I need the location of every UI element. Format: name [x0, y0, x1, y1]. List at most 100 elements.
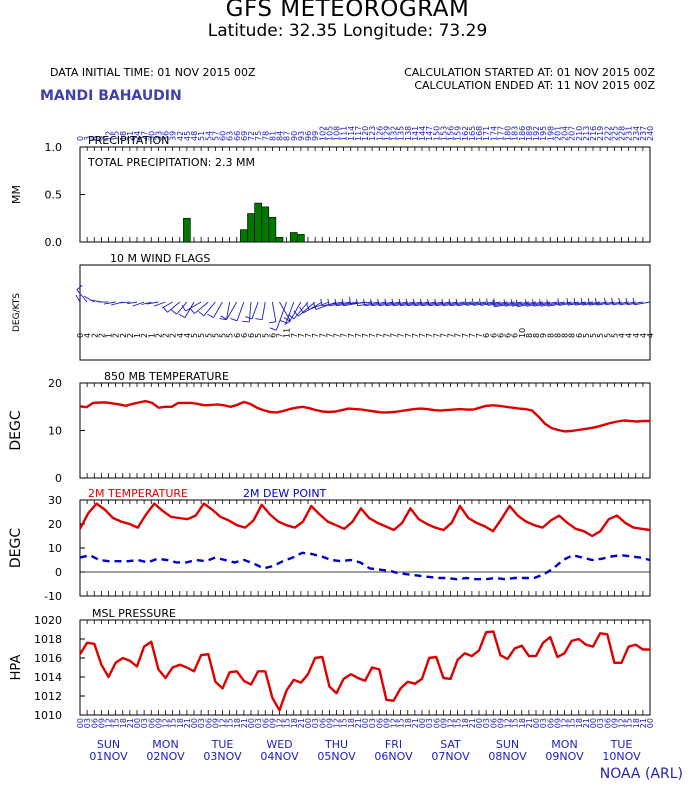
utc-hour-label: 00 — [247, 718, 256, 728]
forecast-hour-label: 198 — [546, 126, 555, 141]
wind-speed-label: 7 — [454, 333, 463, 338]
forecast-hour-label: 141 — [411, 126, 420, 141]
utc-hour-label: 18 — [518, 718, 527, 728]
wind-flag-barb — [219, 318, 227, 321]
day-of-week-label: FRI — [385, 738, 402, 751]
forecast-hour-label: 75 — [254, 131, 263, 141]
wind-flag-barb — [455, 298, 458, 306]
wind-speed-label: 7 — [375, 333, 384, 338]
wind-speed-label: 1 — [105, 333, 114, 338]
utc-hour-label: 12 — [618, 718, 627, 728]
wind-speed-label: 7 — [361, 333, 370, 338]
wind-flag-barb — [370, 298, 373, 306]
wind-speed-label: 7 — [354, 333, 363, 338]
utc-hour-label: 09 — [268, 718, 277, 728]
wind-speed-label: 7 — [390, 333, 399, 338]
wind-speed-label: 8 — [532, 333, 541, 338]
forecast-hour-label: 180 — [504, 126, 513, 141]
date-label: 09NOV — [545, 750, 584, 763]
utc-hour-label: 09 — [496, 718, 505, 728]
wind-flag-staff — [83, 295, 95, 303]
date-label: 05NOV — [317, 750, 356, 763]
wind-speed-label: 7 — [418, 333, 427, 338]
utc-hour-label: 06 — [261, 718, 270, 728]
day-of-week-label: MON — [551, 738, 577, 751]
utc-hour-label: 21 — [468, 718, 477, 728]
wind-speed-label: 5 — [219, 333, 228, 338]
temp2m-ytick-label: 30 — [48, 494, 62, 507]
forecast-hour-label: 9 — [97, 136, 106, 141]
wind-flag-staff — [350, 301, 373, 305]
utc-hour-label: 06 — [546, 718, 555, 728]
forecast-hour-label: 204 — [561, 126, 570, 141]
utc-hour-label: 09 — [154, 718, 163, 728]
wind-flag-staff — [76, 289, 88, 303]
wind-speed-label: 7 — [411, 333, 420, 338]
wind-flag-staff — [533, 301, 558, 307]
utc-hour-label: 00 — [361, 718, 370, 728]
pressure-ytick-label: 1014 — [34, 671, 62, 684]
utc-hour-label: 21 — [525, 718, 534, 728]
temp2m-ytick-label: 0 — [55, 566, 62, 579]
forecast-hour-label: 219 — [596, 126, 605, 141]
forecast-hour-label: 42 — [176, 131, 185, 141]
temp2m-ylabel: DEGC — [8, 528, 24, 568]
wind-flag-barb — [349, 296, 351, 304]
pressure-ytick-label: 1018 — [34, 633, 62, 646]
wind-flag-staff — [184, 301, 195, 318]
wind-speed-label: 5 — [603, 333, 612, 338]
wind-flag-barb — [510, 299, 513, 307]
wind-flag-barb — [604, 297, 607, 305]
forecast-hour-label: 27 — [140, 131, 149, 141]
utc-hour-label: 18 — [461, 718, 470, 728]
forecast-hour-label: 183 — [511, 126, 520, 141]
temp850-line — [79, 399, 650, 433]
utc-hour-label: 06 — [489, 718, 498, 728]
wind-flag-staff — [127, 301, 138, 305]
wind-flag-staff — [364, 301, 387, 307]
wind-flag-barb — [486, 298, 489, 306]
forecast-hour-label: 21 — [126, 131, 135, 141]
precip-bar — [254, 202, 262, 243]
utc-hour-label: 18 — [575, 718, 584, 728]
utc-hour-label: 06 — [603, 718, 612, 728]
wind-speed-label: 7 — [439, 333, 448, 338]
utc-hour-label: 12 — [447, 718, 456, 728]
wind-flag-barb — [220, 315, 227, 320]
wind-speed-label: 6 — [240, 333, 249, 338]
wind-flag-staff — [261, 301, 266, 320]
wind-flag-barb — [76, 284, 83, 291]
wind-flag-barb — [230, 317, 238, 322]
wind-speed-label: 5 — [197, 333, 206, 338]
forecast-hour-label: 171 — [482, 126, 491, 141]
wind-flag-barb — [493, 298, 496, 306]
wind-flag-barb — [305, 302, 310, 310]
date-label: 08NOV — [488, 750, 527, 763]
wind-flag-staff — [457, 301, 480, 307]
wind-speed-label: 6 — [489, 333, 498, 338]
utc-hour-label: 06 — [204, 718, 213, 728]
utc-hour-label: 15 — [568, 718, 577, 728]
wind-speed-label: 7 — [318, 333, 327, 338]
wind-speed-label: 8 — [561, 333, 570, 338]
wind-flag-barb — [405, 298, 408, 306]
forecast-hour-label: 159 — [454, 126, 463, 141]
forecast-hour-label: 189 — [525, 126, 534, 141]
wind-speed-label: 6 — [511, 333, 520, 338]
wind-speed-label: 7 — [368, 333, 377, 338]
day-of-week-label: SUN — [496, 738, 519, 751]
wind-speed-label: 7 — [468, 333, 477, 338]
temp850-ytick-label: 20 — [48, 377, 62, 390]
wind-flag-barb — [178, 313, 186, 318]
wind-flag-staff — [450, 301, 472, 307]
wind-flag-staff — [336, 301, 358, 307]
wind-flag-barb — [524, 299, 528, 307]
utc-hour-label: 00 — [133, 718, 142, 728]
wind-flag-barb — [279, 319, 287, 324]
wind-flag-staff — [466, 301, 487, 306]
forecast-hour-label: 18 — [119, 131, 128, 141]
wind-flag-staff — [443, 301, 465, 307]
wind-flag-staff — [400, 301, 423, 307]
forecast-hour-label: 117 — [354, 126, 363, 141]
wind-flag-staff — [236, 301, 245, 321]
